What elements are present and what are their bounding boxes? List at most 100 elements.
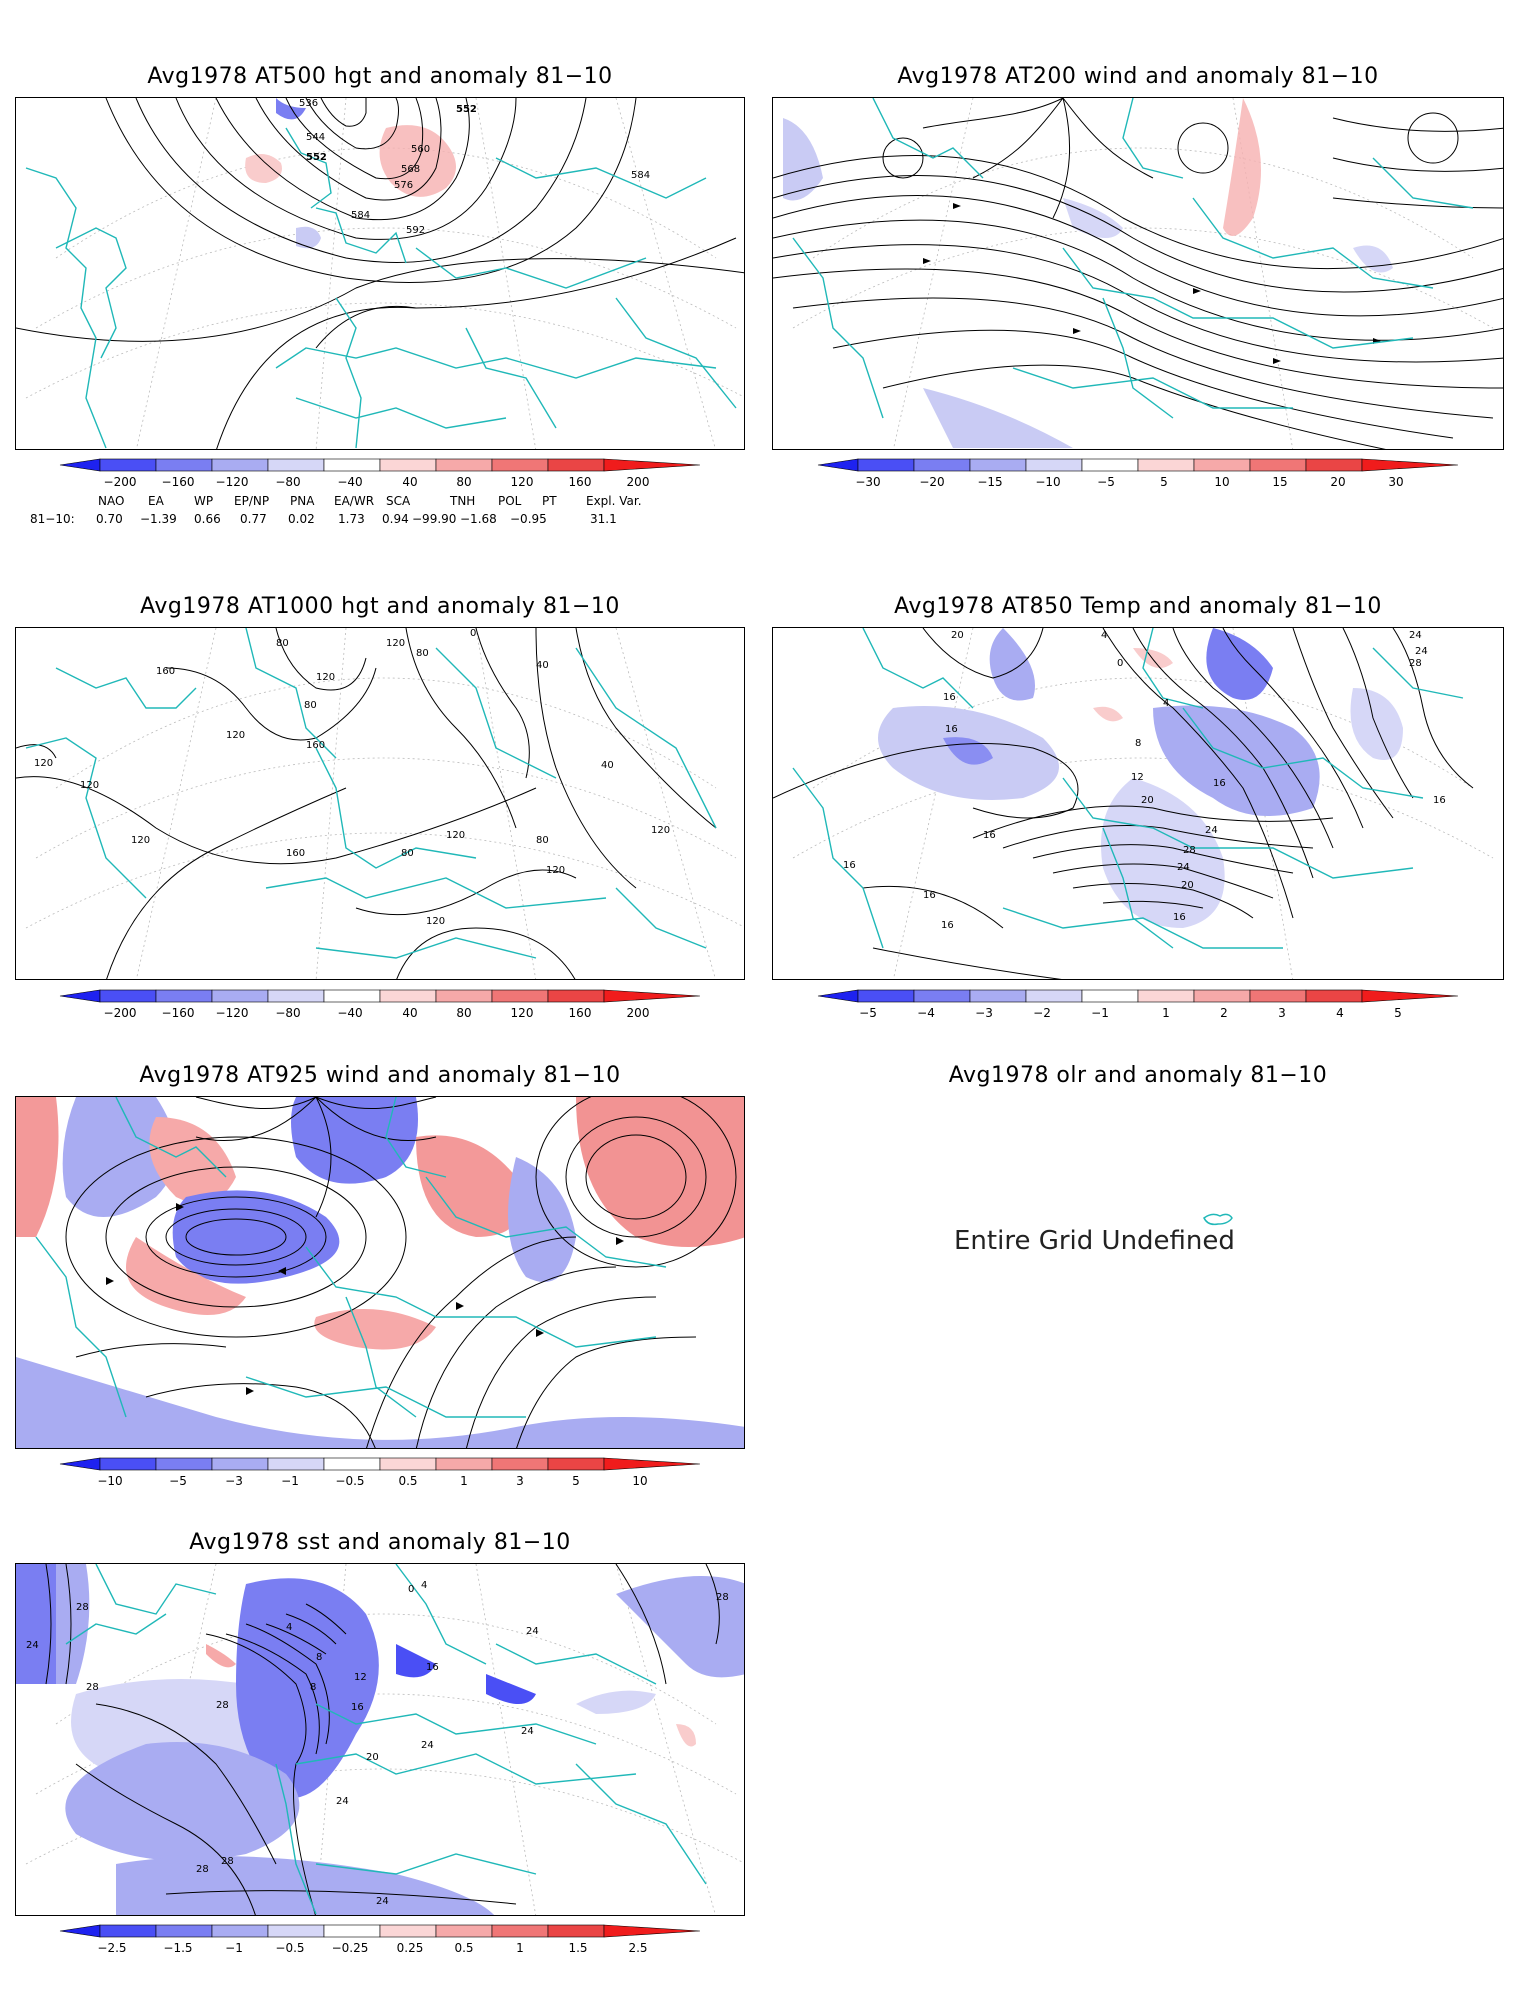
colorbar-tick: −5 <box>859 1006 877 1020</box>
index-value: 0.70 <box>96 512 123 526</box>
colorbar-tick: −120 <box>216 1006 249 1020</box>
anomaly-negative <box>65 1742 300 1861</box>
index-header: Expl. Var. <box>586 494 642 508</box>
sst-contours <box>45 1564 720 1915</box>
anomaly-negative <box>296 226 321 249</box>
anomaly-positive <box>676 1724 696 1747</box>
contour-label: 24 <box>1415 646 1428 657</box>
contour-label: 24 <box>26 1640 39 1651</box>
coastlines <box>65 1564 707 1915</box>
index-value: 0.02 <box>288 512 315 526</box>
contour-label: 568 <box>401 164 420 175</box>
contour-label: 28 <box>221 1856 234 1867</box>
contour-label: 24 <box>421 1740 434 1751</box>
coastlines <box>35 1097 667 1418</box>
contour-label: 120 <box>446 830 465 841</box>
colorbar-tick: 200 <box>627 475 650 489</box>
contour-label: 544 <box>306 132 325 143</box>
contour-label: 12 <box>1131 772 1144 783</box>
contour-label: 28 <box>86 1682 99 1693</box>
contour-label: 24 <box>1409 630 1422 641</box>
anomaly-positive <box>126 1237 246 1315</box>
colorbar-tick: −1 <box>281 1474 299 1488</box>
index-header: PT <box>542 494 557 508</box>
contour-label: 584 <box>351 210 370 221</box>
contour-label: 16 <box>941 920 954 931</box>
wind200-colorbar: −30 −20 −15 −10 −5 5 10 15 20 30 <box>817 458 1459 491</box>
colorbar-tick: 5 <box>572 1474 580 1488</box>
hgt500-title: Avg1978 AT500 hgt and anomaly 81−10 <box>147 64 613 89</box>
anomaly-positive <box>576 1097 744 1247</box>
colorbar-tick: 3 <box>1278 1006 1286 1020</box>
anomaly-negative <box>1206 628 1273 700</box>
wind200-map <box>772 97 1504 450</box>
contour-label: 24 <box>1205 825 1218 836</box>
anomaly-negative <box>291 1097 418 1184</box>
contour-label: 4 <box>1101 630 1107 641</box>
anomaly-negative <box>62 1097 176 1217</box>
wind925-map <box>15 1096 745 1449</box>
temp850-map: 20 4 24 24 28 16 0 4 8 12 16 20 24 16 16… <box>772 627 1504 980</box>
contour-label: 160 <box>306 740 325 751</box>
anomaly-positive <box>1223 98 1261 236</box>
contour-label: 592 <box>406 225 425 236</box>
contour-label: 16 <box>923 890 936 901</box>
index-value: −1.39 <box>140 512 177 526</box>
colorbar-tick: 10 <box>632 1474 647 1488</box>
colorbar-tick: −160 <box>162 1006 195 1020</box>
colorbar-tick: −10 <box>97 1474 122 1488</box>
contour-label: 28 <box>1409 658 1422 669</box>
contour-label: 120 <box>651 825 670 836</box>
coastlines <box>25 127 737 449</box>
index-value: −0.95 <box>510 512 547 526</box>
streamlines <box>773 98 1503 449</box>
contour-label: 536 <box>299 98 318 109</box>
contour-labels: 160 120 160 80 120 120 120 80 120 0 80 4… <box>34 628 670 927</box>
contour-label: 584 <box>631 170 650 181</box>
colorbar-tick: 5 <box>1160 475 1168 489</box>
colorbar-tick: −5 <box>1097 475 1115 489</box>
sst-map: 28 24 28 28 4 8 12 16 20 24 28 24 24 24 … <box>15 1563 745 1916</box>
hgt1000-colorbar: −200 −160 −120 −80 −40 40 80 120 160 200 <box>59 989 701 1022</box>
anomaly-positive <box>149 1117 236 1204</box>
anomaly-negative <box>56 1564 90 1684</box>
index-value: 0.94 <box>382 512 409 526</box>
olr-placeholder: Entire Grid Undefined <box>772 1096 1504 1449</box>
contour-label: 120 <box>226 730 245 741</box>
colorbar-tick: −40 <box>337 1006 362 1020</box>
hgt1000-map: 160 120 160 80 120 120 120 80 120 0 80 4… <box>15 627 745 980</box>
anomaly-negative <box>16 1357 744 1448</box>
contour-label: 16 <box>843 860 856 871</box>
temp850-title: Avg1978 AT850 Temp and anomaly 81−10 <box>894 594 1382 619</box>
contour-label: 80 <box>401 848 414 859</box>
hgt500-map: 536 544 552 552 560 568 576 584 592 584 <box>15 97 745 450</box>
contour-label: 80 <box>304 700 317 711</box>
contour-label: 576 <box>394 180 413 191</box>
anomaly-negative <box>1350 688 1403 760</box>
anomaly-positive <box>206 1644 236 1668</box>
colorbar-tick: 1 <box>460 1474 468 1488</box>
index-header: EP/NP <box>234 494 270 508</box>
anomaly-negative <box>172 1190 340 1284</box>
wind925-title: Avg1978 AT925 wind and anomaly 81−10 <box>139 1063 621 1088</box>
anomaly-negative <box>236 1578 379 1798</box>
contour-label: 20 <box>951 630 964 641</box>
contour-label: 120 <box>426 916 445 927</box>
colorbar-tick: 160 <box>569 475 592 489</box>
contour-label: 24 <box>521 1726 534 1737</box>
contour-label: 16 <box>1173 912 1186 923</box>
colorbar-tick: −160 <box>162 475 195 489</box>
contour-label: 16 <box>945 724 958 735</box>
anomaly-negative <box>1153 705 1320 816</box>
contour-label: 16 <box>351 1702 364 1713</box>
colorbar-tick: −10 <box>1035 475 1060 489</box>
contour-label: 40 <box>601 760 614 771</box>
colorbar-tick: 40 <box>402 1006 417 1020</box>
contour-label: 28 <box>1183 845 1196 856</box>
anomaly-positive <box>1093 706 1123 722</box>
sst-colorbar: −2.5 −1.5 −1 −0.5 −0.25 0.25 0.5 1 1.5 2… <box>59 1924 701 1957</box>
temperature-contours <box>773 628 1474 979</box>
contour-label: 552 <box>456 104 477 115</box>
colorbar-tick: 200 <box>627 1006 650 1020</box>
anomaly-negative <box>576 1690 656 1714</box>
